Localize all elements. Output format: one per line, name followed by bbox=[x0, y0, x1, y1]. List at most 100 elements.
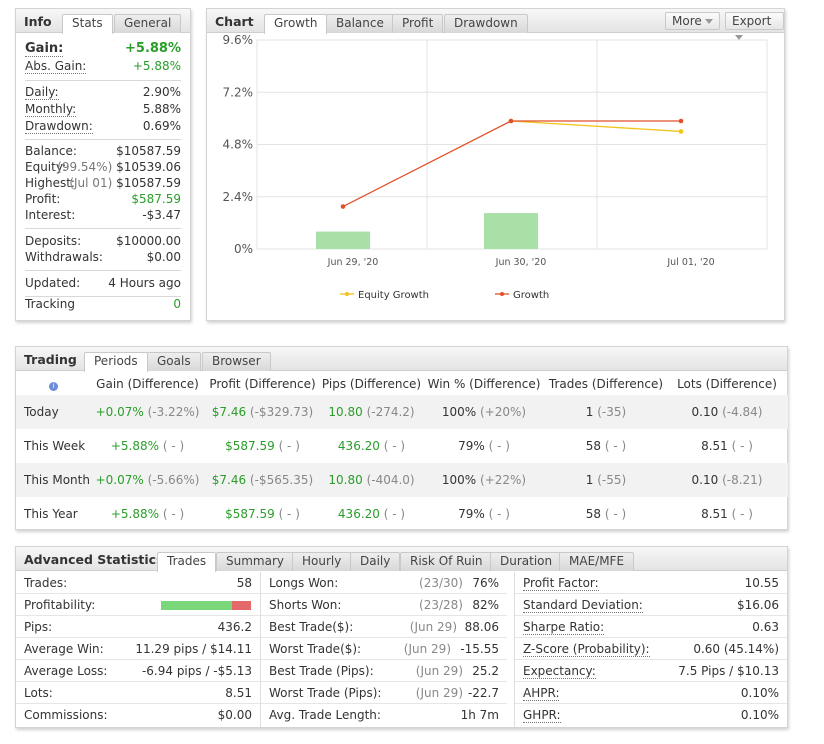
profit-cell: $587.59 bbox=[225, 507, 275, 521]
tab-drawdown[interactable]: Drawdown bbox=[444, 14, 528, 33]
drawdown-label[interactable]: Drawdown: bbox=[25, 119, 93, 134]
column-header: Gain (Difference) bbox=[96, 376, 199, 391]
stat-label[interactable]: Expectancy: bbox=[523, 664, 596, 679]
trades-cell: 1 bbox=[585, 473, 594, 487]
tab-periods[interactable]: Periods bbox=[84, 352, 148, 372]
stat-detail: (23/28) bbox=[419, 598, 463, 612]
tab-balance[interactable]: Balance bbox=[326, 14, 394, 33]
tracking-value[interactable]: 0 bbox=[173, 297, 181, 311]
lots-diff: (-8.21) bbox=[722, 473, 763, 487]
series-point bbox=[678, 118, 684, 124]
stat-label[interactable]: Sharpe Ratio: bbox=[523, 620, 605, 635]
tab-profit[interactable]: Profit bbox=[392, 14, 444, 33]
stat-value: $0.00 bbox=[217, 708, 252, 722]
stat-row: Commissions: $0.00 bbox=[16, 704, 260, 726]
more-button[interactable]: More bbox=[665, 12, 720, 30]
gain-value: +5.88% bbox=[125, 41, 181, 56]
stat-row: Best Trade (Pips): (Jun 29) 25.2 bbox=[261, 660, 507, 682]
gain-diff: (-5.66%) bbox=[147, 473, 200, 487]
trading-panel-header: Trading Periods Goals Browser bbox=[16, 347, 787, 372]
stat-label: Pips: bbox=[24, 620, 53, 634]
profit-cell: $7.46 bbox=[211, 405, 247, 419]
profit-cell: $587.59 bbox=[225, 439, 275, 453]
stat-row: Average Win: 11.29 pips / $14.11 bbox=[16, 638, 260, 660]
balance-label: Balance: bbox=[25, 144, 77, 158]
pips-diff: (-404.0) bbox=[366, 473, 415, 487]
profit-row: Profit: $587.59 bbox=[25, 192, 181, 208]
stat-value: 0.10% bbox=[740, 708, 779, 722]
divider bbox=[25, 228, 181, 229]
profit-diff: (-$329.73) bbox=[249, 405, 314, 419]
export-button[interactable]: Export bbox=[725, 12, 784, 40]
tab-browser[interactable]: Browser bbox=[202, 352, 271, 371]
series-point bbox=[340, 204, 346, 209]
column-header: Profit (Difference) bbox=[209, 376, 316, 391]
stat-label: Worst Trade (Pips): bbox=[269, 686, 382, 700]
chevron-down-icon bbox=[704, 19, 713, 24]
tab-duration[interactable]: Duration bbox=[490, 552, 563, 571]
legend-marker bbox=[345, 292, 349, 296]
profit-label: Profit: bbox=[25, 192, 61, 206]
tab-goals[interactable]: Goals bbox=[147, 352, 201, 371]
tab-summary[interactable]: Summary bbox=[216, 552, 294, 571]
more-label: More bbox=[672, 14, 702, 28]
tab-risk-of-ruin[interactable]: Risk Of Ruin bbox=[400, 552, 493, 571]
win-cell: 100% bbox=[441, 473, 477, 487]
stat-label[interactable]: Profit Factor: bbox=[523, 576, 599, 591]
abs-gain-label[interactable]: Abs. Gain: bbox=[25, 59, 87, 74]
stat-label[interactable]: AHPR: bbox=[523, 686, 560, 701]
gain-cell: +0.07% bbox=[95, 405, 144, 419]
chart-panel-header: Chart Growth Balance Profit Drawdown Mor… bbox=[207, 9, 784, 40]
highest-value: $10587.59 bbox=[116, 176, 181, 190]
info-icon[interactable]: i bbox=[16, 372, 91, 395]
stat-label: Lots: bbox=[24, 686, 53, 700]
stat-detail: (Jun 29) bbox=[415, 664, 463, 678]
stat-label[interactable]: GHPR: bbox=[523, 708, 561, 723]
table-header-row: i Gain (Difference) Profit (Difference) … bbox=[16, 372, 788, 395]
stats-column-2: Longs Won: (23/30) 76% Shorts Won: (23/28) 8… bbox=[261, 572, 507, 726]
profit-diff: ( - ) bbox=[278, 439, 300, 453]
stat-row: Best Trade($): (Jun 29) 88.06 bbox=[261, 616, 507, 638]
win-cell: 79% bbox=[458, 439, 485, 453]
balance-row: Balance: $10587.59 bbox=[25, 144, 181, 160]
monthly-label[interactable]: Monthly: bbox=[25, 102, 77, 117]
tab-mae-mfe[interactable]: MAE/MFE bbox=[559, 552, 635, 571]
pips-diff: ( - ) bbox=[383, 507, 406, 521]
stat-label: Avg. Trade Length: bbox=[269, 708, 381, 722]
advanced-panel-header: Advanced Statistics Trades Summary Hourl… bbox=[16, 547, 787, 572]
stats-column-1: Trades: 58 Profitability: Pips: 436.2 Aver… bbox=[16, 572, 260, 726]
trades-cell: 58 bbox=[585, 507, 602, 521]
stat-label[interactable]: Z-Score (Probability): bbox=[523, 642, 650, 657]
period-label: Today bbox=[16, 395, 91, 429]
balance-value: $10587.59 bbox=[116, 144, 181, 158]
tab-growth[interactable]: Growth bbox=[264, 14, 328, 34]
table-row: This Month +0.07% (-5.66%) $7.46 (-$565.… bbox=[16, 463, 788, 497]
column-divider bbox=[514, 572, 515, 727]
tab-general[interactable]: General bbox=[114, 14, 182, 33]
gain-label[interactable]: Gain: bbox=[25, 41, 64, 57]
monthly-row: Monthly: 5.88% bbox=[25, 102, 181, 118]
pips-cell: 10.80 bbox=[328, 473, 363, 487]
stat-label: Average Win: bbox=[24, 642, 104, 656]
stat-label: Trades: bbox=[24, 576, 68, 590]
tab-hourly[interactable]: Hourly bbox=[292, 552, 352, 571]
stat-row: Z-Score (Probability): 0.60 (45.14%) bbox=[515, 638, 787, 660]
win-diff: (+20%) bbox=[480, 405, 527, 419]
daily-label[interactable]: Daily: bbox=[25, 85, 59, 100]
series-point bbox=[508, 118, 514, 124]
stat-row: AHPR: 0.10% bbox=[515, 682, 787, 704]
growth-chart: 9.6% 7.2% 4.8% 2.4% 0% Jun 29, '20 Jun 30, '20… bbox=[223, 34, 768, 301]
updated-value: 4 Hours ago bbox=[108, 276, 181, 290]
lots-cell: 0.10 bbox=[691, 473, 719, 487]
advanced-statistics-panel: Advanced Statistics Trades Summary Hourl… bbox=[15, 546, 788, 728]
stat-row: Worst Trade (Pips): (Jun 29) -22.7 bbox=[261, 682, 507, 704]
stat-row: Avg. Trade Length: 1h 7m bbox=[261, 704, 507, 726]
stat-label[interactable]: Standard Deviation: bbox=[523, 598, 643, 613]
tab-trades[interactable]: Trades bbox=[157, 552, 217, 572]
period-label: This Week bbox=[24, 439, 86, 453]
profit-value: $587.59 bbox=[131, 192, 181, 206]
info-panel-header: Info Stats General bbox=[16, 9, 190, 34]
tab-daily[interactable]: Daily bbox=[350, 552, 401, 571]
stats-column-3: Profit Factor: 10.55 Standard Deviation: $… bbox=[515, 572, 787, 726]
tab-stats[interactable]: Stats bbox=[62, 14, 113, 34]
